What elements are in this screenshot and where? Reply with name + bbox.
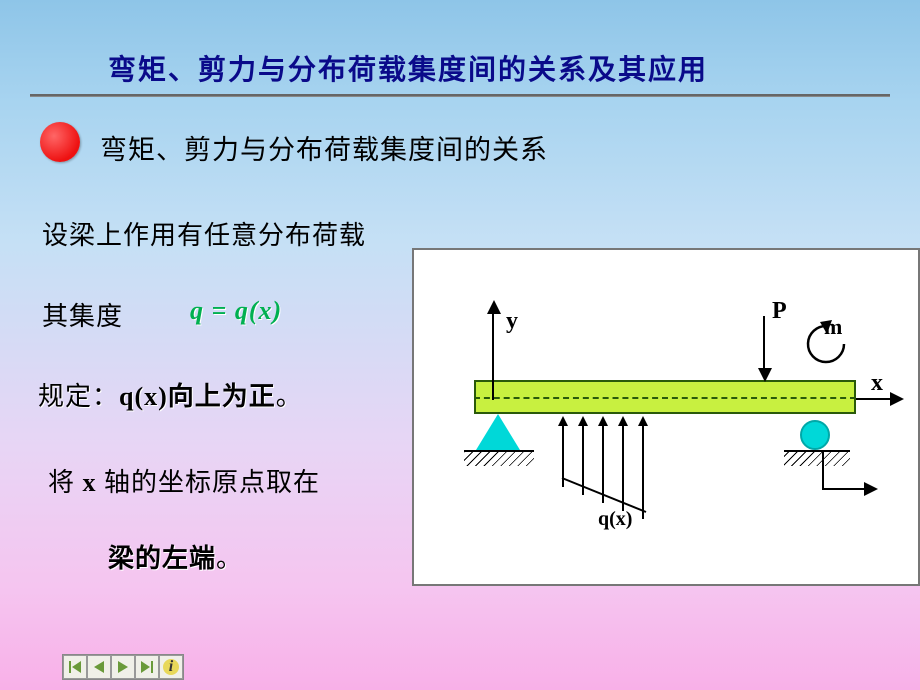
x-axis-label: x — [871, 370, 883, 397]
q-arrow — [562, 425, 564, 487]
l5-suffix: 。 — [216, 544, 243, 573]
l3-bold: q(x)向上为正 — [119, 382, 276, 411]
q-arrow — [642, 425, 644, 519]
l4-x: x — [83, 468, 97, 497]
q-arrowhead — [638, 416, 648, 426]
first-icon — [68, 660, 82, 674]
title-underline — [30, 94, 890, 97]
l3-prefix: 规定： — [38, 382, 119, 411]
text-line-4: 将 x 轴的坐标原点取在 — [48, 462, 320, 499]
y-axis-arrowhead — [487, 300, 501, 314]
left-support-hatch — [464, 452, 534, 466]
q-arrow — [602, 425, 604, 503]
l3-suffix: 。 — [276, 382, 303, 411]
text-line-2: 其集度 — [42, 296, 123, 333]
l4-suffix: 轴的坐标原点取在 — [97, 468, 321, 497]
q-label: q(x) — [598, 508, 632, 531]
nav-bar: i — [62, 654, 184, 680]
y-axis — [492, 306, 494, 400]
nav-info-button[interactable]: i — [159, 655, 183, 679]
origin-arrowhead — [864, 482, 878, 496]
origin-arrow-h — [822, 488, 868, 490]
nav-last-button[interactable] — [135, 655, 159, 679]
right-support-hatch — [784, 452, 850, 466]
text-line-1: 设梁上作用有任意分布荷载 — [42, 215, 366, 252]
q-arrow — [582, 425, 584, 495]
section-heading: 弯矩、剪力与分布荷载集度间的关系 — [100, 128, 548, 167]
q-arrowhead — [598, 416, 608, 426]
q-arrow — [622, 425, 624, 511]
y-axis-label: y — [506, 308, 518, 335]
prev-icon — [92, 660, 106, 674]
text-line-5: 梁的左端。 — [108, 538, 243, 575]
q-arrowhead — [618, 416, 628, 426]
beam-centerline — [474, 397, 856, 399]
q-arrowhead — [578, 416, 588, 426]
x-axis-arrowhead — [890, 392, 904, 406]
q-arrowhead — [558, 416, 568, 426]
info-icon: i — [163, 659, 179, 675]
last-icon — [140, 660, 154, 674]
l5-bold: 梁的左端 — [108, 544, 216, 573]
right-support-icon — [800, 420, 830, 450]
beam-diagram: y x P m q(x) — [412, 248, 920, 586]
page-title: 弯矩、剪力与分布荷载集度间的关系及其应用 — [108, 48, 708, 88]
load-p-shaft — [763, 316, 765, 372]
text-line-3: 规定：q(x)向上为正。 — [38, 376, 303, 413]
load-p-label: P — [772, 298, 787, 325]
left-support-icon — [476, 414, 520, 450]
nav-first-button[interactable] — [63, 655, 87, 679]
nav-prev-button[interactable] — [87, 655, 111, 679]
bullet-icon — [40, 122, 80, 162]
origin-arrow-v — [822, 450, 824, 488]
l4-prefix: 将 — [48, 468, 83, 497]
load-p-arrowhead — [758, 368, 772, 382]
formula-q: q = q(x) — [190, 296, 282, 326]
x-axis — [856, 398, 894, 400]
nav-next-button[interactable] — [111, 655, 135, 679]
moment-m-icon — [802, 320, 852, 370]
next-icon — [116, 660, 130, 674]
